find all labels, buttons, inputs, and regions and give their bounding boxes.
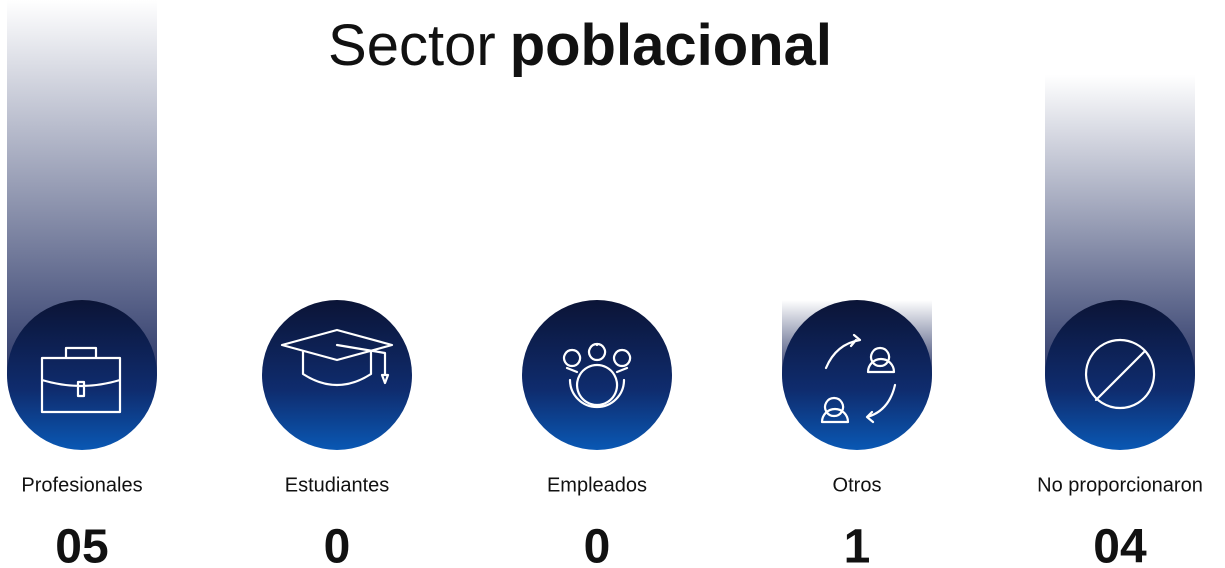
icon (280, 328, 394, 386)
icon-circle (262, 300, 412, 450)
value-label: 0 (324, 521, 351, 568)
category-label: Empleados (547, 474, 647, 496)
title-bold: poblacional (510, 13, 832, 78)
icon-circle (782, 300, 932, 450)
value-label: 05 (55, 521, 108, 568)
value-label: 1 (844, 521, 871, 568)
icon-circle (522, 300, 672, 450)
value-label: 0 (584, 521, 611, 568)
icon (820, 333, 897, 424)
value-label: 04 (1093, 521, 1147, 568)
category-label: Profesionales (21, 474, 142, 496)
category-label: No proporcionaron (1037, 474, 1203, 496)
title-light: Sector (328, 13, 496, 78)
icon (40, 346, 122, 414)
icon (1084, 338, 1156, 410)
chart-title: Sector poblacional (328, 13, 832, 78)
icon (563, 342, 632, 409)
icon-circle (7, 300, 157, 450)
category-label: Otros (833, 474, 882, 496)
category-label: Estudiantes (285, 474, 390, 496)
